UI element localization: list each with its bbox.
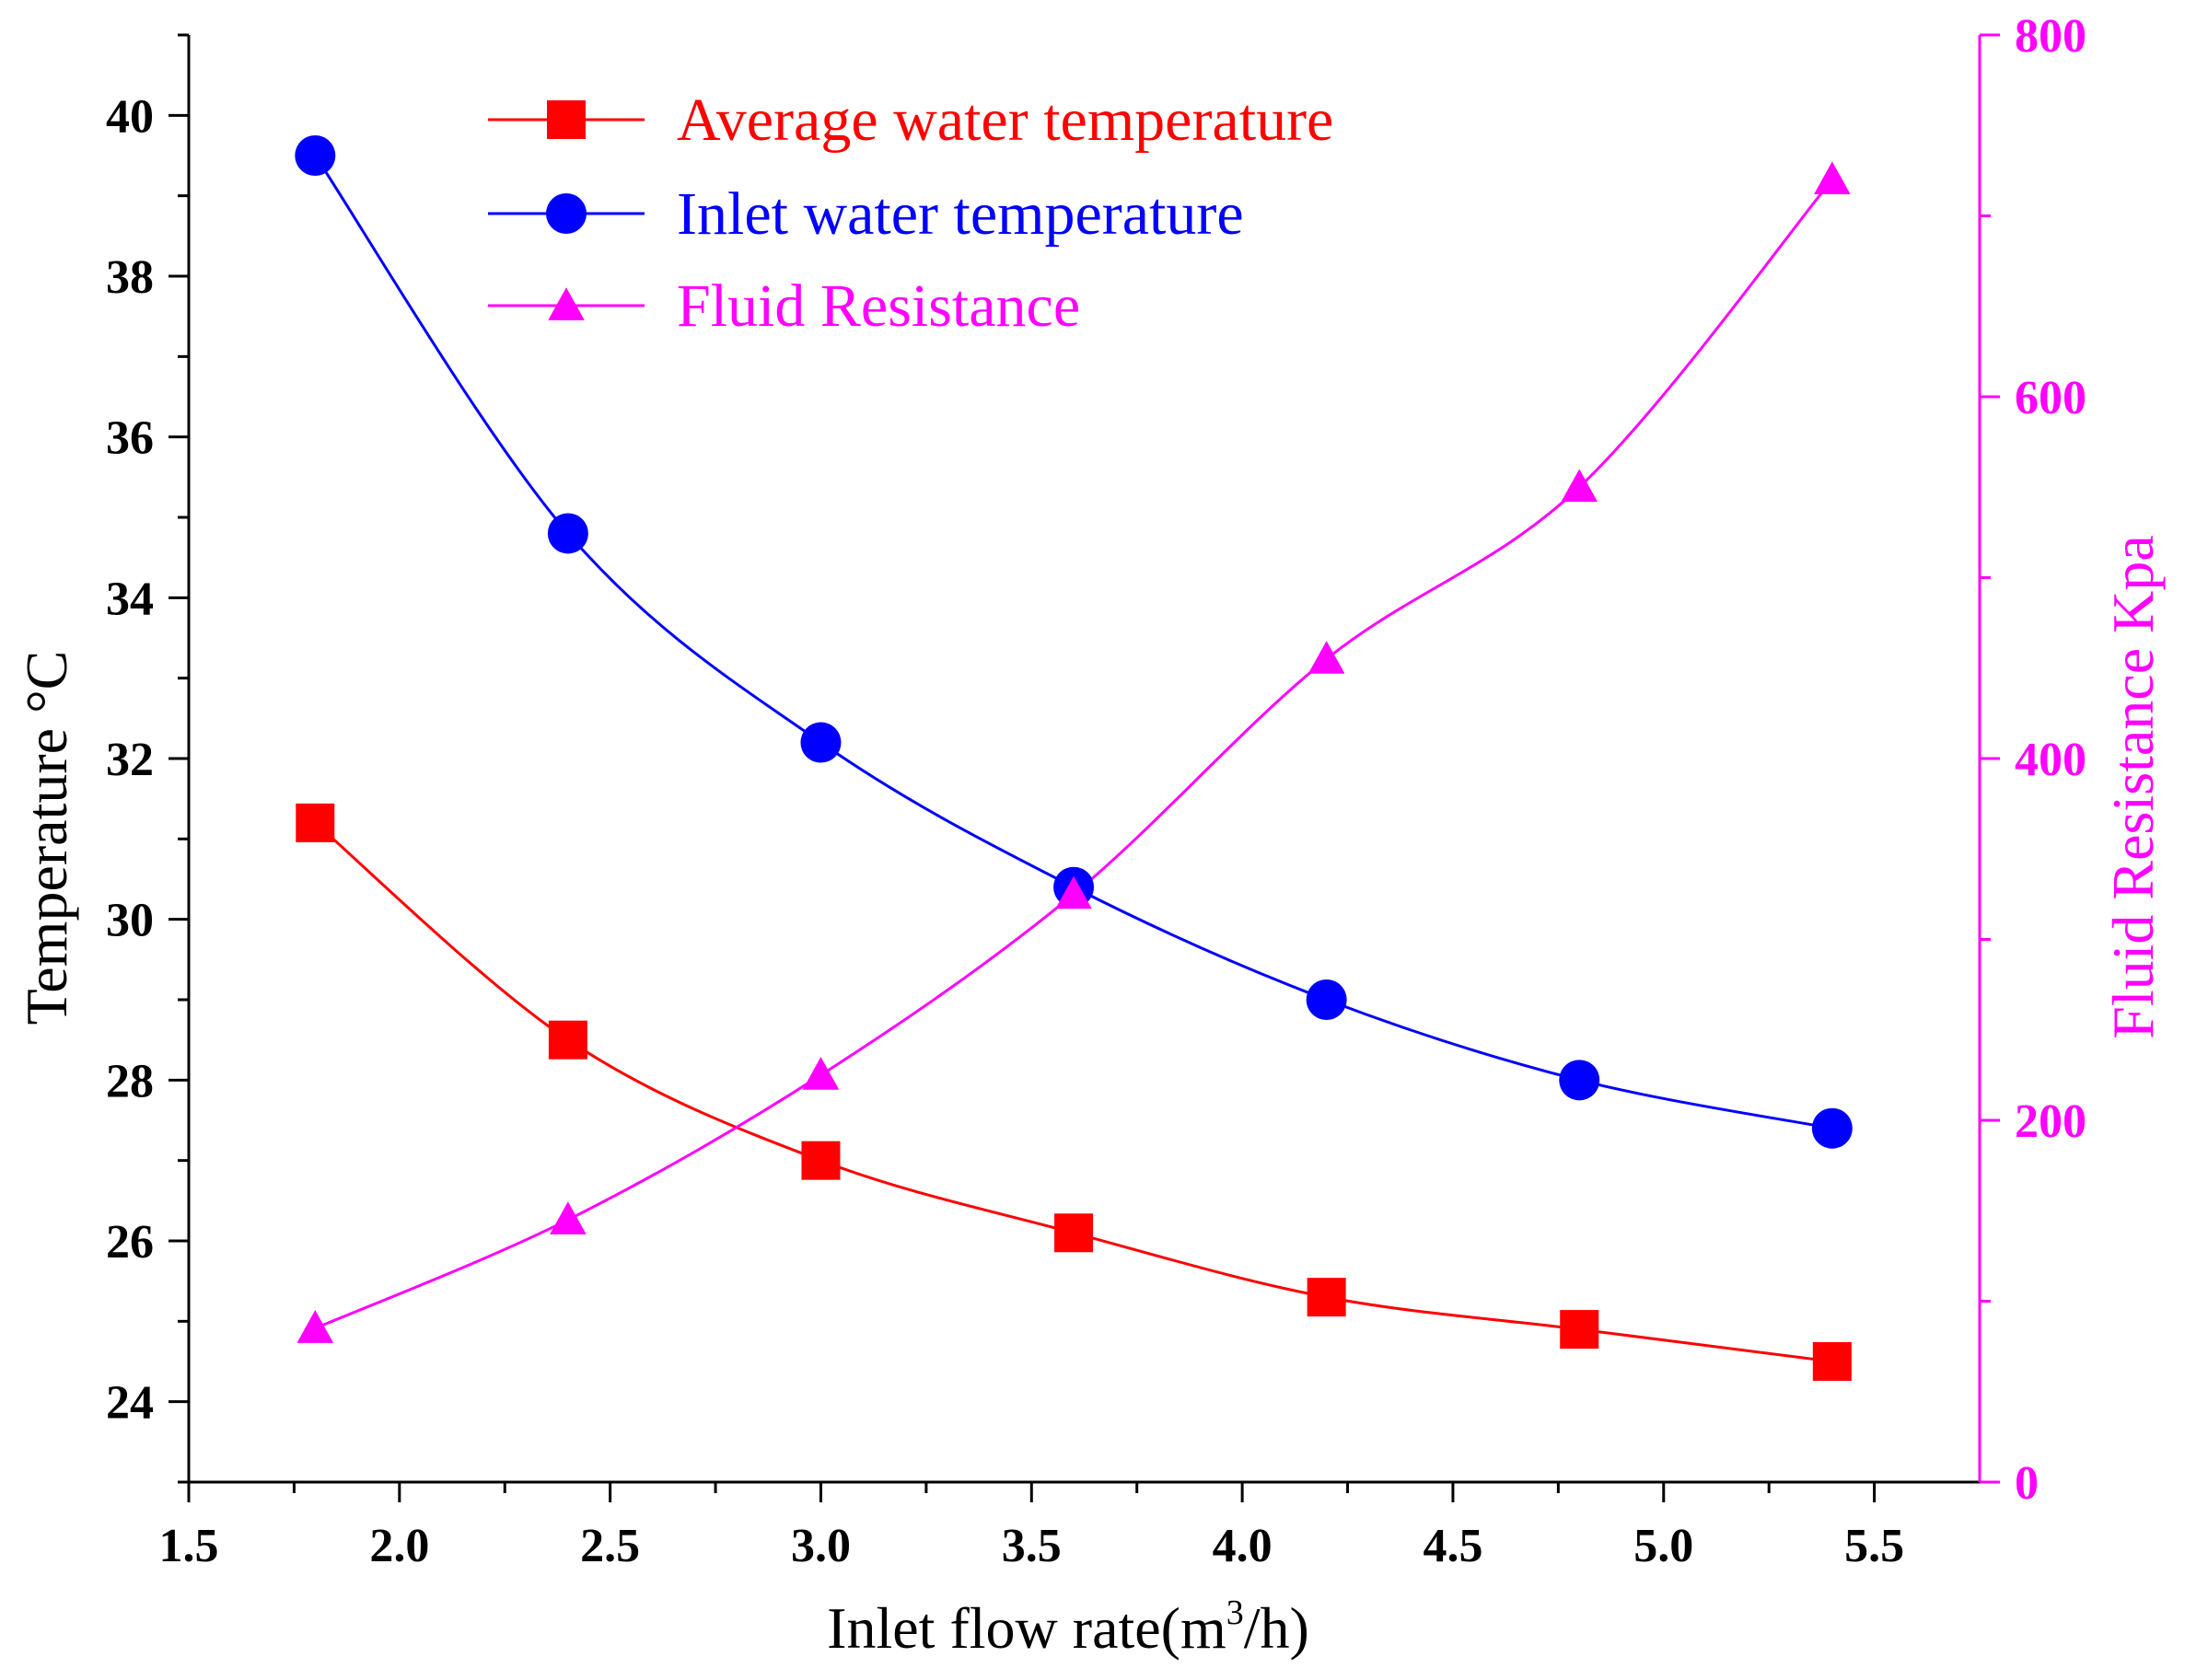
data-point (1560, 1310, 1599, 1350)
y-left-axis-title: Temperature °C (14, 651, 79, 1025)
y-left-tick-label: 30 (106, 895, 154, 947)
y-right-tick-label: 400 (2015, 734, 2086, 786)
data-point (1811, 1107, 1853, 1149)
y-left-tick-label: 38 (106, 251, 154, 304)
axes (187, 35, 1982, 1484)
x-axis-title-sup: 3 (1226, 1593, 1244, 1632)
x-axis-title: Inlet flow rate(m3/h) (827, 1593, 1309, 1661)
legend-marker (546, 193, 587, 234)
data-point (1055, 875, 1092, 910)
y-left-tick-label: 24 (106, 1377, 154, 1430)
legend: Average water temperature Inlet water tem… (488, 87, 1333, 340)
y-right-axis-title: Fluid Resistance Kpa (2100, 535, 2166, 1038)
y-left-tick-label: 40 (106, 90, 154, 143)
y-right-tick-label: 200 (2015, 1095, 2086, 1148)
y-left-tick-label: 36 (106, 412, 154, 465)
data-point (548, 1020, 587, 1060)
ticks: 1.5 2.0 2.5 3.0 3.5 4.0 4.5 5.0 5.5 24 26 28 30 32 34 3… (106, 10, 2086, 1572)
x-tick-label: 5.0 (1633, 1520, 1693, 1572)
data-point (1306, 979, 1347, 1020)
x-tick-label: 5.5 (1844, 1520, 1904, 1572)
x-tick-label: 2.0 (369, 1520, 429, 1572)
y-right-tick-label: 0 (2015, 1457, 2039, 1510)
legend-marker (547, 100, 586, 139)
data-point (296, 803, 335, 842)
data-point (802, 1057, 840, 1090)
y-left-tick-label: 26 (106, 1216, 154, 1269)
data-point (1561, 469, 1598, 503)
data-point (1307, 1278, 1346, 1317)
x-tick-label: 4.5 (1423, 1520, 1482, 1572)
data-point (1559, 1060, 1600, 1101)
data-point (1308, 641, 1345, 674)
x-tick-label: 3.0 (791, 1520, 851, 1572)
y-left-tick-label: 34 (106, 573, 154, 625)
x-tick-label: 4.0 (1213, 1520, 1273, 1572)
x-tick-label: 1.5 (159, 1520, 219, 1572)
x-axis-title-tail: /h) (1244, 1595, 1309, 1661)
legend-label: Fluid Resistance (677, 272, 1080, 340)
data-point (547, 513, 588, 554)
data-point (1054, 1213, 1094, 1253)
x-tick-label: 2.5 (580, 1520, 640, 1572)
y-right-tick-label: 800 (2015, 10, 2086, 63)
legend-label: Average water temperature (677, 87, 1333, 154)
data-point (295, 135, 336, 176)
data-point (296, 1310, 334, 1343)
legend-label: Inlet water temperature (677, 180, 1244, 248)
data-point (1814, 161, 1851, 195)
data-point (550, 1201, 587, 1234)
data-point (801, 1141, 841, 1180)
x-axis-title-main: Inlet flow rate(m (827, 1595, 1226, 1661)
x-tick-label: 3.5 (1002, 1520, 1062, 1572)
series-markers (295, 135, 1853, 1381)
y-left-tick-label: 32 (106, 734, 154, 786)
y-left-tick-label: 28 (106, 1055, 154, 1107)
legend-marker (548, 287, 585, 320)
data-point (800, 722, 842, 763)
y-right-tick-label: 600 (2015, 372, 2086, 424)
series-line (314, 179, 1833, 1330)
data-point (1812, 1342, 1852, 1381)
